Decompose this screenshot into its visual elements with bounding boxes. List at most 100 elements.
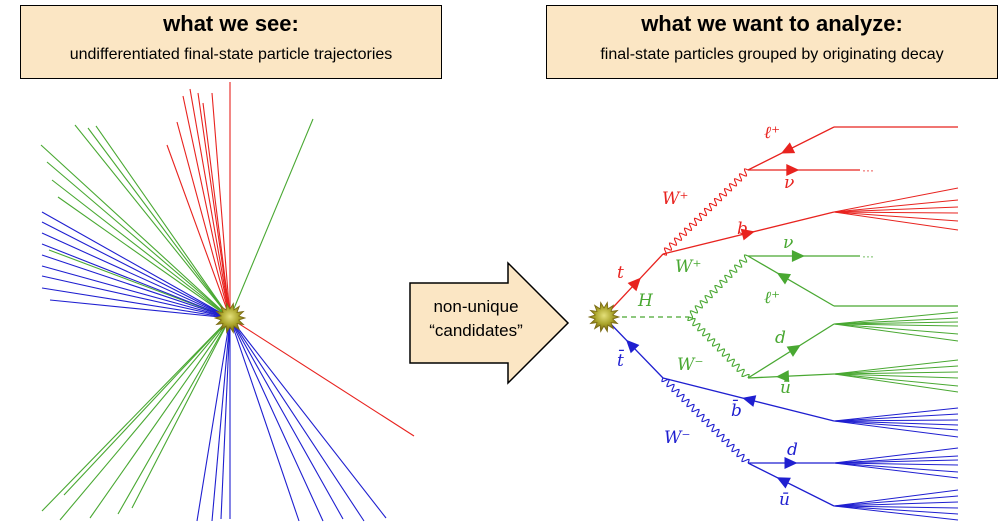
- lepton-red-arrow: [780, 142, 796, 154]
- track-3-1: [182, 95, 231, 319]
- label-anti-u-blue: ū: [779, 490, 790, 510]
- w-plus-green-boson: [688, 254, 749, 319]
- label-anti-top-quark: t̄: [617, 348, 624, 371]
- right-panel-header: what we want to analyze: final-state par…: [546, 5, 998, 79]
- d-green-jet-3: [833, 323, 959, 327]
- track-1-3: [41, 243, 231, 319]
- d-green-jet-1: [833, 317, 959, 325]
- d-blue-jet-1: [833, 455, 959, 464]
- b-quark-arrow: [740, 228, 755, 241]
- lepton-green-line: [747, 255, 835, 307]
- w-plus-red-boson: [662, 168, 749, 256]
- neutrino-green-dots: ···: [862, 249, 874, 263]
- right-panel-subtitle: final-state particles grouped by origina…: [600, 46, 944, 63]
- track-6-6: [229, 317, 344, 520]
- d-green-jet-5: [833, 323, 959, 342]
- track-1-0: [41, 211, 231, 319]
- d-blue-jet-5: [833, 462, 959, 479]
- candidates-arrow: non-unique “candidates”: [409, 261, 570, 385]
- ubar-blue-arrow: [776, 477, 791, 489]
- arrow-line-1: non-unique: [433, 297, 518, 316]
- track-1-7: [41, 287, 231, 319]
- track-5-5: [63, 317, 231, 496]
- left-panel-header: what we see: undifferentiated final-stat…: [20, 5, 442, 79]
- ubar-green-arrow: [775, 370, 790, 383]
- track-0-6: [95, 125, 231, 319]
- track-1-8: [49, 299, 231, 319]
- d-blue-arrow: [784, 457, 798, 469]
- label-neutrino-green: ν: [783, 233, 793, 253]
- d-blue-jet-0: [833, 447, 959, 464]
- collision-star-right: [587, 301, 621, 333]
- w-minus-blue-boson: [661, 377, 750, 464]
- track-0-4: [74, 124, 231, 319]
- label-anti-u-green: ū: [780, 378, 791, 398]
- bbar-jet-4: [833, 420, 959, 431]
- track-6-1: [211, 317, 231, 522]
- ubar-blue-line: [747, 462, 835, 507]
- ubar-green-jet-5: [833, 373, 959, 393]
- track-5-0: [41, 317, 231, 512]
- label-b-quark: b: [737, 219, 748, 239]
- bbar-jet-0: [833, 407, 959, 422]
- track-5-2: [89, 317, 231, 519]
- track-5-4: [131, 317, 231, 509]
- d-green-jet-2: [833, 321, 959, 325]
- ubar-green-jet-0: [833, 359, 959, 375]
- t-arrow: [627, 277, 641, 292]
- ubar-blue-jet-2: [833, 501, 959, 507]
- track-6-0: [196, 317, 231, 522]
- track-0-3: [57, 196, 231, 319]
- collision-star-left: [213, 302, 247, 334]
- undifferentiated-tracks: [40, 82, 415, 522]
- track-1-6: [41, 275, 231, 319]
- track-6-8: [229, 317, 387, 519]
- arrow-shape: [409, 261, 570, 385]
- bbar-jet-1: [833, 413, 959, 422]
- d-green-arrow: [786, 344, 801, 357]
- label-lepton-green: ℓ⁺: [764, 288, 780, 308]
- tbar-arrow: [626, 339, 640, 354]
- d-green-jet-0: [833, 311, 959, 325]
- ubar-green-jet-3: [833, 373, 959, 379]
- neutrino-green-arrow: [791, 250, 805, 262]
- track-3-2: [189, 88, 231, 319]
- ubar-green-jet-2: [833, 371, 959, 375]
- track-1-5: [41, 265, 231, 319]
- track-1-2: [41, 232, 231, 319]
- collision-vertex-left: [213, 302, 247, 334]
- neutrino-red-arrow: [786, 164, 800, 176]
- label-w-minus-green: W⁻: [677, 355, 703, 375]
- d-blue-jet-2: [833, 459, 959, 464]
- label-neutrino-red: ν: [784, 173, 794, 193]
- track-3-0: [176, 121, 231, 319]
- w-minus-green-boson: [687, 316, 750, 379]
- decay-labels: t t̄ H W⁺ W⁺ W⁻ W⁻ ℓ⁺ ν b ν ℓ⁺ d ū b̄ d …: [617, 123, 798, 510]
- track-6-4: [229, 317, 300, 522]
- d-blue-jet-3: [833, 462, 959, 466]
- ubar-blue-jet-1: [833, 495, 959, 507]
- track-0-0: [40, 144, 231, 319]
- bbar-jet-3: [833, 420, 959, 426]
- track-0-5: [87, 127, 231, 319]
- ubar-green-line: [747, 373, 835, 379]
- label-higgs: H: [637, 291, 654, 311]
- b-jet-2: [833, 206, 959, 213]
- ubar-green-jet-4: [833, 373, 959, 387]
- track-5-3: [117, 317, 231, 515]
- label-w-plus-green: W⁺: [675, 257, 701, 277]
- d-blue-jet-4: [833, 462, 959, 473]
- track-5-1: [59, 317, 231, 521]
- track-6-5: [229, 317, 324, 522]
- b-jet-1: [833, 199, 959, 213]
- label-w-plus-red: W⁺: [662, 189, 688, 209]
- track-4-0: [229, 317, 415, 437]
- track-0-1: [46, 161, 231, 319]
- left-panel-subtitle: undifferentiated final-state particle tr…: [69, 46, 393, 63]
- arrow-line-2: “candidates”: [429, 321, 523, 340]
- label-d-quark-green: d: [775, 328, 786, 348]
- track-0-2: [51, 179, 231, 319]
- collision-vertex-right: [587, 301, 621, 333]
- b-jet-4: [833, 211, 959, 222]
